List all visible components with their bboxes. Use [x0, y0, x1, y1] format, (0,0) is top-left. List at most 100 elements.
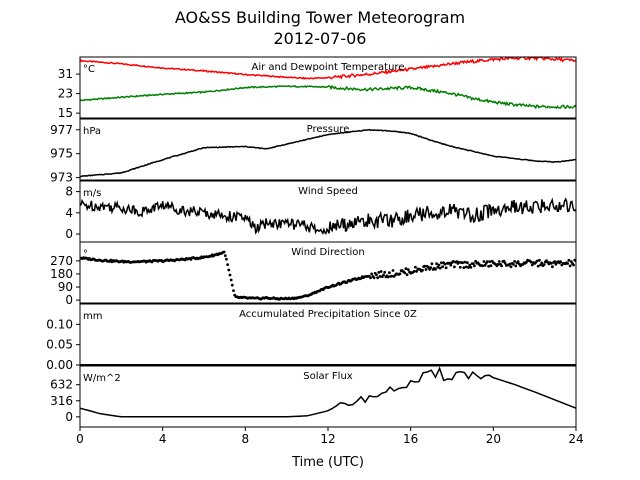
wind-direction-point [449, 263, 453, 267]
y-tick-label: 316 [50, 394, 73, 408]
wind-direction-point [232, 289, 235, 292]
wind-direction-point [567, 258, 571, 262]
y-tick-label: 0 [65, 293, 73, 307]
wind-direction-point [516, 260, 520, 263]
wind-direction-point [443, 262, 447, 266]
y-tick-label: 632 [50, 378, 73, 392]
series-line [80, 128, 576, 178]
wind-direction-point [468, 263, 472, 267]
panel-marks [80, 57, 576, 110]
wind-direction-point [382, 273, 385, 277]
wind-direction-point [375, 273, 378, 277]
wind-direction-point [453, 265, 456, 269]
panel-title: Air and Dewpoint Temperature [252, 62, 405, 73]
panel-marks [80, 366, 576, 418]
series-line [80, 366, 576, 418]
wind-direction-point [467, 266, 470, 269]
wind-direction-point [415, 270, 418, 273]
wind-direction-point [530, 263, 534, 267]
wind-direction-point [464, 265, 468, 269]
wind-direction-point [412, 269, 416, 273]
y-tick-label: 0.05 [46, 338, 73, 352]
panel-marks [80, 128, 576, 178]
wind-direction-point [471, 262, 475, 265]
y-tick-label: 973 [50, 171, 73, 185]
wind-direction-point [398, 272, 402, 276]
panel-unit: mm [83, 311, 102, 322]
wind-direction-point [229, 278, 233, 282]
wind-direction-point [569, 260, 573, 263]
wind-direction-point [513, 260, 516, 263]
wind-direction-point [508, 262, 512, 266]
y-tick-label: 0 [65, 227, 73, 241]
wind-direction-point [473, 264, 476, 268]
panel-frame [79, 56, 577, 119]
panel-title: Wind Speed [298, 186, 358, 197]
wind-direction-point [542, 263, 546, 266]
wind-direction-point [566, 262, 570, 265]
wind-direction-point [444, 266, 448, 270]
wind-direction-point [540, 261, 544, 265]
panel-2: 973 975 977 Pressure hPa [50, 118, 577, 185]
panel-marks [80, 250, 576, 301]
y-tick-label: 4 [65, 206, 73, 220]
panel-title: Wind Direction [291, 247, 365, 258]
panel-title: Pressure [307, 124, 350, 135]
wind-direction-point [553, 260, 557, 263]
wind-direction-point [438, 266, 442, 270]
x-tick-label: 12 [320, 432, 335, 446]
wind-direction-point [436, 265, 440, 269]
wind-direction-point [372, 276, 376, 280]
wind-direction-point [377, 271, 381, 274]
wind-direction-point [421, 268, 424, 272]
y-tick-label: 31 [58, 67, 73, 81]
wind-direction-point [383, 270, 387, 274]
figure-title: AO&SS Building Tower Meteorogram [175, 8, 465, 27]
wind-direction-point [379, 270, 383, 273]
panel-title: Accumulated Precipitation Since 0Z [239, 309, 417, 320]
wind-direction-point [388, 271, 391, 275]
wind-direction-point [414, 265, 417, 269]
wind-direction-point [369, 276, 372, 280]
wind-direction-point [496, 263, 500, 266]
x-tick-label: 24 [568, 432, 583, 446]
x-tick-label: 0 [76, 432, 84, 446]
panel-unit: ° [83, 249, 88, 260]
y-tick-label: 0.10 [46, 317, 73, 331]
y-tick-label: 270 [50, 254, 73, 268]
wind-direction-point [225, 257, 228, 261]
wind-direction-point [423, 264, 427, 268]
figure-date: 2012-07-06 [274, 29, 367, 48]
x-axis: 0 4 8 12 16 20 24 [76, 432, 583, 446]
wind-direction-point [466, 261, 469, 265]
wind-direction-point [378, 275, 382, 278]
y-tick-label: 180 [50, 267, 73, 281]
wind-direction-point [486, 260, 489, 263]
wind-direction-point [572, 263, 575, 267]
wind-direction-point [536, 264, 540, 268]
panel-6: 0 316 632 Solar Flux W/m^2 [50, 365, 577, 431]
wind-direction-point [512, 262, 515, 266]
y-tick-label: 23 [58, 87, 73, 101]
wind-direction-point [226, 263, 230, 266]
wind-direction-point [551, 265, 554, 269]
wind-direction-point [461, 261, 464, 265]
wind-direction-point [559, 260, 562, 263]
wind-direction-point [441, 265, 444, 269]
wind-direction-point [434, 267, 437, 271]
wind-direction-point [437, 263, 441, 267]
wind-direction-point [482, 260, 486, 263]
wind-direction-point [424, 268, 428, 271]
wind-direction-point [509, 265, 513, 269]
wind-direction-point [376, 276, 379, 280]
wind-direction-point [403, 271, 407, 275]
wind-direction-point [488, 260, 492, 263]
wind-direction-point [404, 267, 408, 270]
wind-direction-point [228, 273, 232, 277]
wind-direction-point [568, 264, 572, 268]
panel-frame [79, 241, 577, 304]
x-tick-label: 8 [242, 432, 250, 446]
wind-direction-point [483, 263, 487, 267]
wind-direction-point [430, 262, 434, 266]
